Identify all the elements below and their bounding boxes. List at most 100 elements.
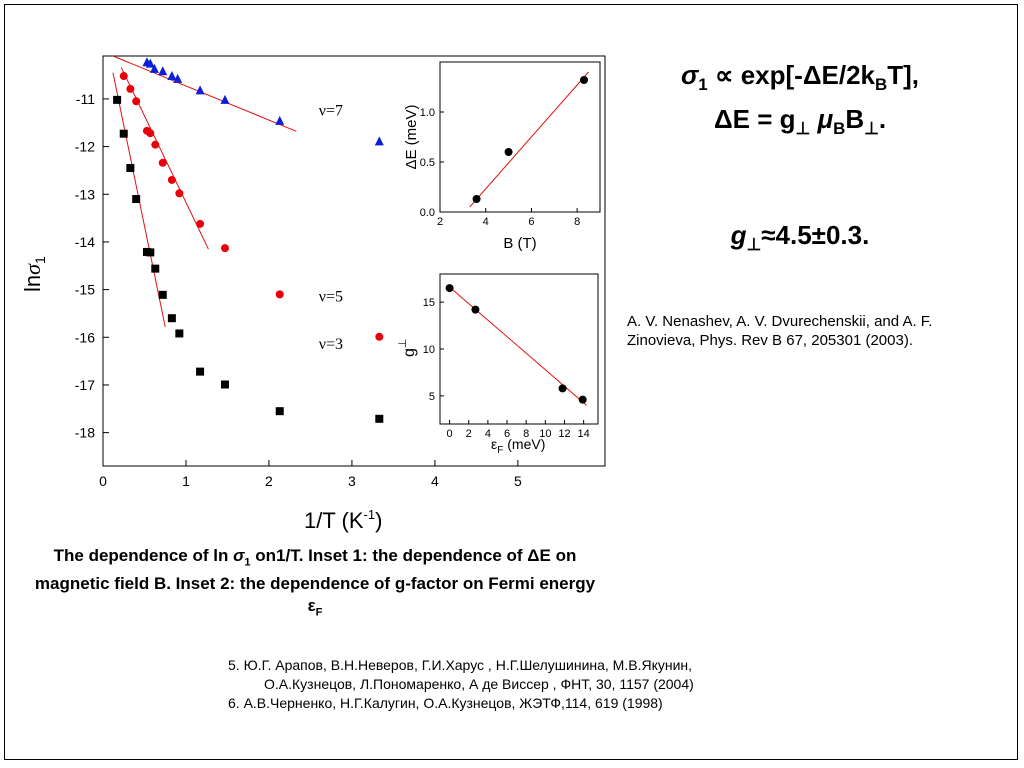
main-x-tick-label: 4 bbox=[431, 473, 439, 489]
main-data-point bbox=[196, 219, 205, 228]
inset2-x-tick-label: 12 bbox=[558, 428, 570, 440]
inset2-y-label-text: g⊥ bbox=[397, 339, 418, 358]
formula2-text-a: ΔE = g bbox=[713, 104, 796, 134]
formula-line-2: ΔE = g⊥ μBB⊥. bbox=[630, 104, 970, 139]
inset1-y-axis-label: ΔE (meV) bbox=[403, 104, 420, 169]
main-data-point bbox=[220, 244, 229, 253]
main-data-point bbox=[173, 73, 183, 83]
main-data-point bbox=[132, 195, 141, 204]
main-data-point bbox=[146, 129, 155, 138]
mu-subscript: B bbox=[833, 119, 846, 139]
inset1-x-axis-label: B (T) bbox=[503, 235, 536, 252]
main-data-point bbox=[275, 115, 285, 125]
main-data-point bbox=[113, 95, 122, 104]
main-data-point bbox=[126, 84, 135, 93]
inset2-x-tick-label: 2 bbox=[466, 428, 472, 440]
main-data-point bbox=[167, 314, 176, 323]
inset2-plot-frame bbox=[439, 273, 599, 425]
g-symbol: g bbox=[730, 220, 747, 250]
inset2-y-label-perp: ⊥ bbox=[397, 339, 409, 349]
main-data-point bbox=[220, 380, 229, 389]
main-data-point bbox=[375, 414, 384, 423]
main-data-point bbox=[158, 66, 168, 76]
inset2-x-label-end: (meV) bbox=[503, 436, 545, 452]
main-data-point bbox=[167, 175, 176, 184]
caption-eps: ε bbox=[307, 596, 316, 616]
main-data-point bbox=[175, 329, 184, 338]
slide-frame bbox=[4, 4, 1018, 760]
main-x-label-sup: -1 bbox=[364, 507, 376, 522]
main-data-point bbox=[146, 248, 155, 257]
main-x-label-text: 1/T (K bbox=[304, 508, 364, 533]
main-data-point bbox=[196, 367, 205, 376]
inset2-x-tick-label: 14 bbox=[578, 428, 590, 440]
main-data-point bbox=[145, 58, 155, 68]
main-annotation: ν=7 bbox=[319, 103, 343, 120]
inset1-data-point bbox=[472, 195, 481, 203]
inset2-y-tick-label: 5 bbox=[429, 391, 435, 403]
main-annotation: ν=3 bbox=[319, 336, 343, 353]
perp-subscript: ⊥ bbox=[795, 119, 811, 139]
main-y-label-sub: 1 bbox=[32, 256, 48, 264]
inset1-x-tick-label: 2 bbox=[437, 216, 443, 228]
caption-part2: on1/T. Inset 1: the dependence of ΔE on … bbox=[34, 546, 596, 594]
formula2-text-b: B bbox=[845, 104, 865, 134]
inset1-x-tick-label: 4 bbox=[483, 216, 489, 228]
main-data-point bbox=[220, 94, 230, 104]
main-y-tick-label: -12 bbox=[75, 139, 95, 155]
main-x-tick-label: 3 bbox=[348, 473, 356, 489]
kb-subscript: B bbox=[875, 75, 888, 95]
formula2-end: . bbox=[878, 104, 887, 134]
figure-caption: The dependence of ln σ1 on1/T. Inset 1: … bbox=[30, 545, 600, 624]
inset1-y-tick-label: 0.5 bbox=[420, 157, 435, 169]
main-data-point bbox=[151, 264, 160, 273]
sigma-symbol: σ bbox=[681, 60, 699, 90]
main-data-point bbox=[195, 85, 205, 95]
mu-symbol: μ bbox=[817, 104, 834, 134]
inset1-x-tick-label: 6 bbox=[528, 216, 534, 228]
inset1-y-tick-label: 1.0 bbox=[420, 107, 435, 119]
main-data-point bbox=[119, 72, 128, 81]
main-y-tick-label: -14 bbox=[75, 234, 95, 250]
perp-subscript-2: ⊥ bbox=[864, 119, 879, 139]
main-data-point bbox=[149, 63, 159, 73]
inset2-x-tick-label: 0 bbox=[447, 428, 453, 440]
inset1-fit-line bbox=[469, 71, 589, 208]
main-y-label-sigma: σ bbox=[20, 263, 45, 275]
main-data-point bbox=[132, 97, 141, 106]
main-y-tick-label: -11 bbox=[76, 91, 95, 107]
main-x-tick-label: 0 bbox=[99, 473, 107, 489]
caption-part1: The dependence of ln bbox=[53, 546, 234, 565]
main-data-point bbox=[275, 407, 284, 416]
caption-sub1: 1 bbox=[244, 556, 251, 569]
main-data-point bbox=[374, 136, 384, 146]
caption-sigma: σ bbox=[233, 546, 245, 565]
g-factor-result: g⊥≈4.5±0.3. bbox=[690, 220, 910, 255]
main-y-axis-label: lnσ1 bbox=[20, 256, 48, 292]
main-data-point bbox=[126, 164, 135, 173]
inset2-x-label-eps: ε bbox=[491, 436, 497, 452]
inset1-data-point bbox=[504, 148, 513, 156]
inset2-data-point bbox=[445, 284, 454, 293]
main-data-point bbox=[158, 158, 167, 167]
main-x-label-end: ) bbox=[375, 508, 382, 533]
g-value: ≈4.5±0.3. bbox=[761, 220, 870, 250]
main-data-point bbox=[119, 129, 128, 138]
main-fit-line bbox=[112, 55, 297, 132]
caption-subF: F bbox=[315, 606, 323, 619]
main-data-point bbox=[375, 332, 384, 341]
main-y-tick-label: -16 bbox=[75, 329, 95, 345]
inset2-x-label-sub: F bbox=[497, 445, 503, 456]
formula-line-1: σ1 ∝ exp[-ΔE/2kBT], bbox=[630, 60, 970, 95]
formula-text-a: ∝ exp[-ΔE/2k bbox=[707, 60, 875, 90]
reference-5-continued: О.А.Кузнецов, Л.Пономаренко, А де Виссер… bbox=[264, 676, 694, 692]
main-data-point bbox=[175, 189, 184, 198]
inset2-y-tick-label: 15 bbox=[423, 297, 435, 309]
inset2-x-axis-label: εF (meV) bbox=[491, 436, 545, 456]
g-perp-subscript: ⊥ bbox=[746, 235, 762, 255]
main-x-axis-label: 1/T (K-1) bbox=[304, 507, 382, 533]
reference-nenashev: A. V. Nenashev, A. V. Dvurechenskii, and… bbox=[627, 313, 933, 349]
inset1-data-point bbox=[580, 76, 588, 84]
inset2-x-tick-label: 6 bbox=[504, 428, 510, 440]
reference-5: 5. Ю.Г. Арапов, В.Н.Неверов, Г.И.Харус ,… bbox=[228, 657, 693, 673]
